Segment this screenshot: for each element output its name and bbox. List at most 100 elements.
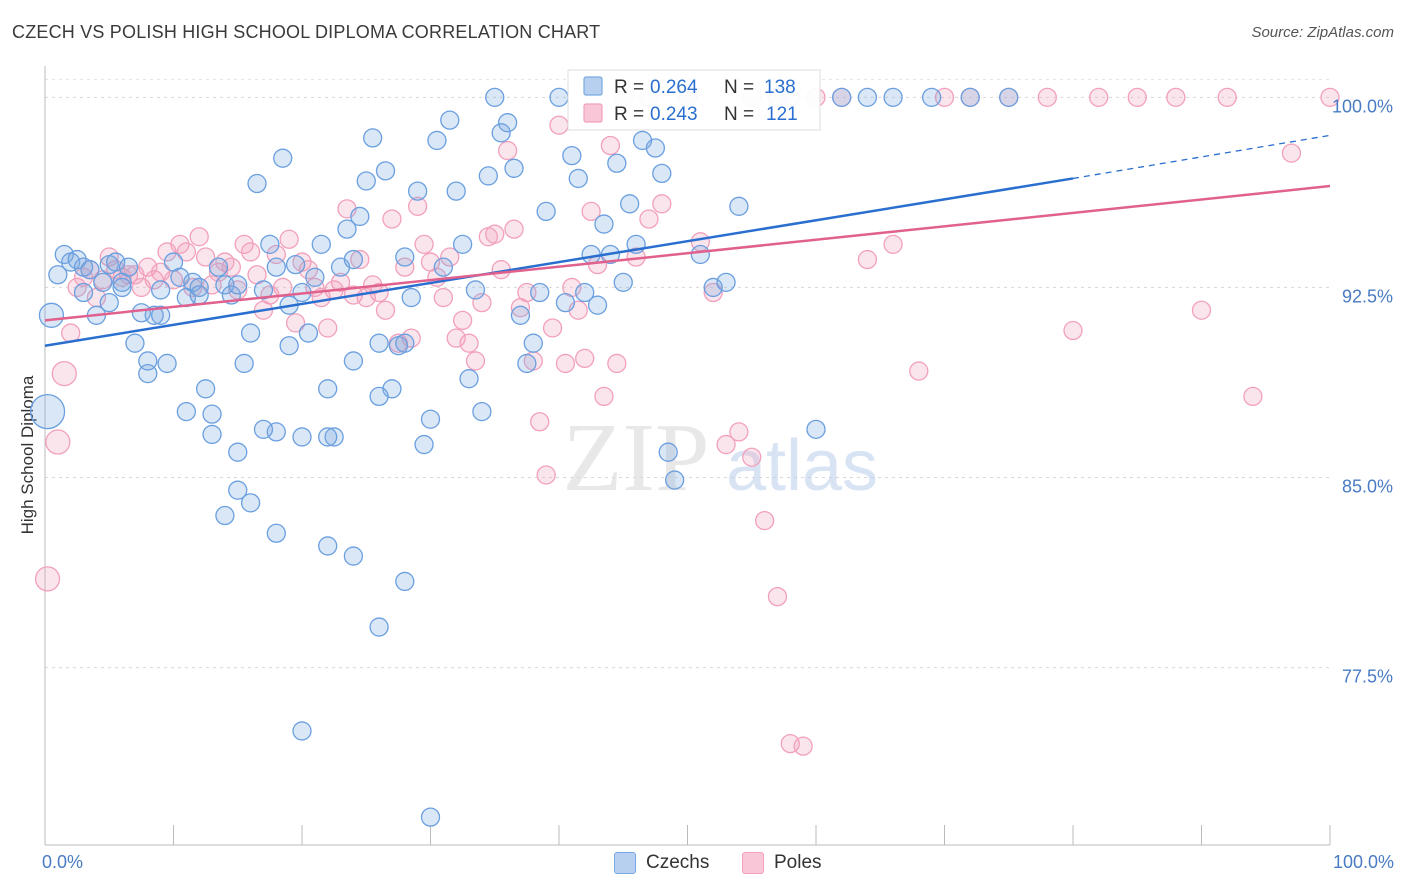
poles-point [594, 386, 614, 407]
poles-point [703, 282, 723, 303]
poles-point [485, 224, 505, 244]
poles-point [1089, 87, 1109, 107]
czechs-point [497, 113, 518, 133]
czechs-point [375, 161, 396, 181]
poles-points [34, 87, 1340, 756]
czechs-point [568, 168, 588, 189]
czechs-point [247, 173, 267, 194]
czechs-point [298, 323, 319, 343]
poles-point [793, 736, 813, 756]
czechs-point [195, 379, 216, 399]
poles-point [652, 194, 672, 214]
poles-point [350, 249, 370, 270]
czechs-point [652, 163, 672, 184]
czechs-point [363, 128, 383, 148]
czechs-point [478, 166, 498, 186]
y-tick-label: 92.5% [1342, 286, 1393, 306]
czechs-point [350, 206, 370, 227]
czechs-point [440, 110, 460, 130]
x-tick-label-max: 100.0% [1332, 852, 1394, 872]
czechs-point [620, 194, 640, 214]
czechs-point [189, 277, 209, 298]
czechs-point [806, 419, 826, 440]
czechs-point [266, 257, 286, 277]
czechs-point [369, 333, 389, 353]
poles-point [883, 234, 903, 254]
grid-lines [45, 78, 1330, 669]
czechs-point [690, 244, 710, 265]
czechs-point [73, 282, 94, 303]
czechs-point [273, 148, 293, 168]
poles-point [318, 318, 338, 338]
poles-point [51, 360, 77, 387]
czechs-point [228, 480, 248, 500]
czechs-point [555, 292, 576, 313]
czechs-point [549, 87, 569, 107]
poles-point [170, 234, 190, 254]
czechs-point [215, 505, 235, 526]
x-tick-label-min: 0.0% [42, 852, 84, 872]
czechs-point [234, 353, 254, 374]
poles-point [909, 361, 929, 381]
poles-point [530, 412, 550, 432]
czechs-trend-line [44, 177, 1074, 347]
poles-point [497, 140, 518, 161]
czechs-point [356, 171, 376, 191]
czechs-point [999, 87, 1019, 107]
poles-swatch-icon [742, 852, 764, 874]
czechs-point [459, 369, 479, 389]
czechs-point [292, 427, 312, 447]
czechs-point [112, 277, 132, 298]
czechs-swatch-icon [614, 852, 636, 874]
poles-point [607, 353, 627, 374]
czechs-point [29, 393, 66, 430]
czechs-point [922, 87, 942, 107]
poles-point [240, 242, 261, 262]
legend-czechs-n-label: N = [724, 77, 754, 98]
czechs-point [562, 145, 582, 166]
czechs-point [311, 234, 331, 254]
legend-czechs-r-label: R = [614, 77, 644, 98]
legend-poles-r-label: R = [614, 104, 644, 125]
poles-point [45, 429, 71, 455]
chart-title: CZECH VS POLISH HIGH SCHOOL DIPLOMA CORR… [12, 22, 601, 42]
czechs-point [420, 409, 441, 429]
poles-point [459, 333, 479, 353]
poles-point [73, 267, 94, 287]
legend-czechs-swatch [583, 76, 603, 96]
poles-point [1320, 87, 1340, 107]
czechs-point [395, 571, 415, 592]
czechs-point [343, 249, 364, 270]
poles-point [440, 247, 460, 267]
poles-point [195, 247, 216, 267]
czechs-point [48, 265, 68, 285]
czechs-point [536, 201, 556, 222]
czechs-point [960, 87, 980, 107]
czechs-point [279, 336, 299, 356]
poles-point [857, 249, 878, 270]
bottom-legend-poles: Poles [742, 852, 822, 874]
poles-point [234, 234, 254, 254]
poles-point [465, 351, 486, 371]
czechs-point [176, 401, 197, 422]
poles-point [555, 353, 576, 374]
czechs-point [125, 333, 145, 353]
poles-point [1217, 87, 1237, 107]
czechs-point [523, 333, 543, 353]
czechs-point [369, 386, 389, 407]
axes [44, 66, 1331, 846]
poles-point [330, 272, 351, 293]
watermark-zip: ZIP [563, 404, 710, 512]
czechs-point [266, 523, 286, 543]
poles-point [183, 277, 203, 298]
czechs-point [208, 257, 229, 277]
poles-point [1063, 320, 1083, 341]
czechs-point [613, 272, 633, 293]
poles-point [549, 115, 569, 135]
y-tick-label: 100.0% [1332, 96, 1393, 116]
poles-point [395, 257, 415, 277]
czechs-point [118, 257, 139, 277]
czechs-point [832, 87, 852, 107]
czechs-point [318, 379, 338, 399]
